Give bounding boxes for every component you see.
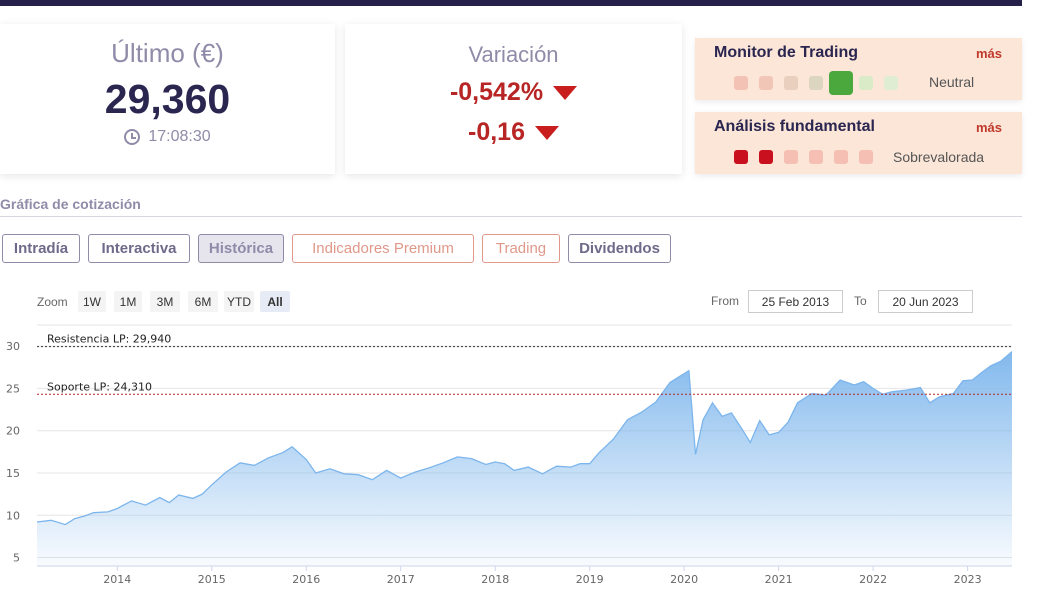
variation-card: Variación -0,542% -0,16 [345, 24, 682, 174]
zoom-1w-button[interactable]: 1W [78, 291, 106, 312]
tab-dividendos[interactable]: Dividendos [568, 234, 671, 263]
tab-trading[interactable]: Trading [482, 234, 560, 263]
rating-dot [884, 76, 898, 90]
variation-percent: -0,542% [449, 78, 544, 106]
rating-dot [809, 150, 823, 164]
range-from-input[interactable]: 25 Feb 2013 [748, 290, 843, 313]
x-tick-label: 2017 [387, 573, 415, 586]
down-arrow-icon [534, 125, 559, 140]
variation-absolute-row: -0,16 [345, 118, 682, 147]
y-tick-label: 25 [6, 382, 20, 395]
top-bar [0, 0, 1022, 6]
rating-dot [784, 150, 798, 164]
rating-dot [759, 76, 773, 90]
tab-intradia[interactable]: Intradía [2, 234, 80, 263]
rating-dot [734, 76, 748, 90]
price-history-chart[interactable]: Resistencia LP: 29,940 Soporte LP: 24,310… [0, 320, 1040, 597]
rating-dot [859, 76, 873, 90]
rating-dot [784, 76, 798, 90]
series-line [36, 351, 1013, 526]
x-tick-label: 2015 [198, 573, 226, 586]
down-arrow-icon [553, 85, 578, 100]
y-tick-label: 10 [6, 509, 20, 522]
fundamental-analysis-title: Análisis fundamental [714, 118, 875, 135]
fundamental-analysis-more-link[interactable]: más [975, 120, 1002, 135]
last-price-time-row: 17:08:30 [0, 128, 335, 146]
tab-indicadores-premium[interactable]: Indicadores Premium [292, 234, 474, 263]
last-price-value: 29,360 [104, 76, 231, 122]
x-tick-label: 2018 [481, 573, 509, 586]
tab-interactiva[interactable]: Interactiva [88, 234, 190, 263]
rating-dot [734, 150, 748, 164]
rating-dot [834, 150, 848, 164]
fundamental-analysis-status: Sobrevalorada [893, 149, 985, 165]
range-to-label: To [854, 294, 867, 308]
clock-icon [124, 129, 141, 145]
rating-dot [859, 150, 873, 164]
zoom-all-button[interactable]: All [260, 291, 290, 312]
x-tick-label: 2022 [859, 573, 887, 586]
y-tick-label: 15 [6, 467, 20, 480]
zoom-3m-button[interactable]: 3M [150, 291, 180, 312]
last-price-time: 17:08:30 [148, 128, 211, 145]
series-area [37, 351, 1012, 566]
chart-section-title: Gráfica de cotización [0, 196, 141, 212]
resistance-label: Resistencia LP: 29,940 [47, 333, 171, 346]
last-price-card: Último (€) 29,360 17:08:30 [0, 24, 335, 174]
zoom-label: Zoom [37, 295, 68, 309]
fundamental-analysis-panel: Análisis fundamental más Sobrevalorada [695, 112, 1022, 174]
rating-dot [759, 150, 773, 164]
range-to-input[interactable]: 20 Jun 2023 [878, 290, 973, 313]
rating-dot [809, 76, 823, 90]
range-from-label: From [711, 294, 739, 308]
trading-monitor-status: Neutral [929, 74, 975, 90]
x-tick-label: 2023 [954, 573, 982, 586]
trading-monitor-title: Monitor de Trading [714, 44, 858, 61]
x-tick-label: 2019 [576, 573, 604, 586]
variation-percent-row: -0,542% [345, 78, 682, 107]
zoom-6m-button[interactable]: 6M [188, 291, 218, 312]
tab-historica[interactable]: Histórica [198, 234, 284, 263]
y-tick-label: 30 [6, 340, 20, 353]
variation-absolute: -0,16 [468, 118, 525, 146]
variation-label: Variación [468, 42, 559, 67]
x-tick-label: 2021 [765, 573, 793, 586]
zoom-ytd-button[interactable]: YTD [224, 291, 254, 312]
last-price-label: Último (€) [111, 38, 224, 68]
x-tick-label: 2016 [292, 573, 320, 586]
trading-monitor-more-link[interactable]: más [975, 46, 1002, 61]
x-tick-label: 2014 [103, 573, 131, 586]
y-tick-label: 20 [6, 425, 20, 438]
y-tick-label: 5 [13, 552, 20, 565]
x-tick-label: 2020 [670, 573, 698, 586]
trading-monitor-panel: Monitor de Trading más Neutral [695, 38, 1022, 100]
support-label: Soporte LP: 24,310 [47, 380, 152, 393]
section-divider [0, 216, 1022, 217]
rating-dot [829, 71, 853, 95]
zoom-1m-button[interactable]: 1M [114, 291, 142, 312]
